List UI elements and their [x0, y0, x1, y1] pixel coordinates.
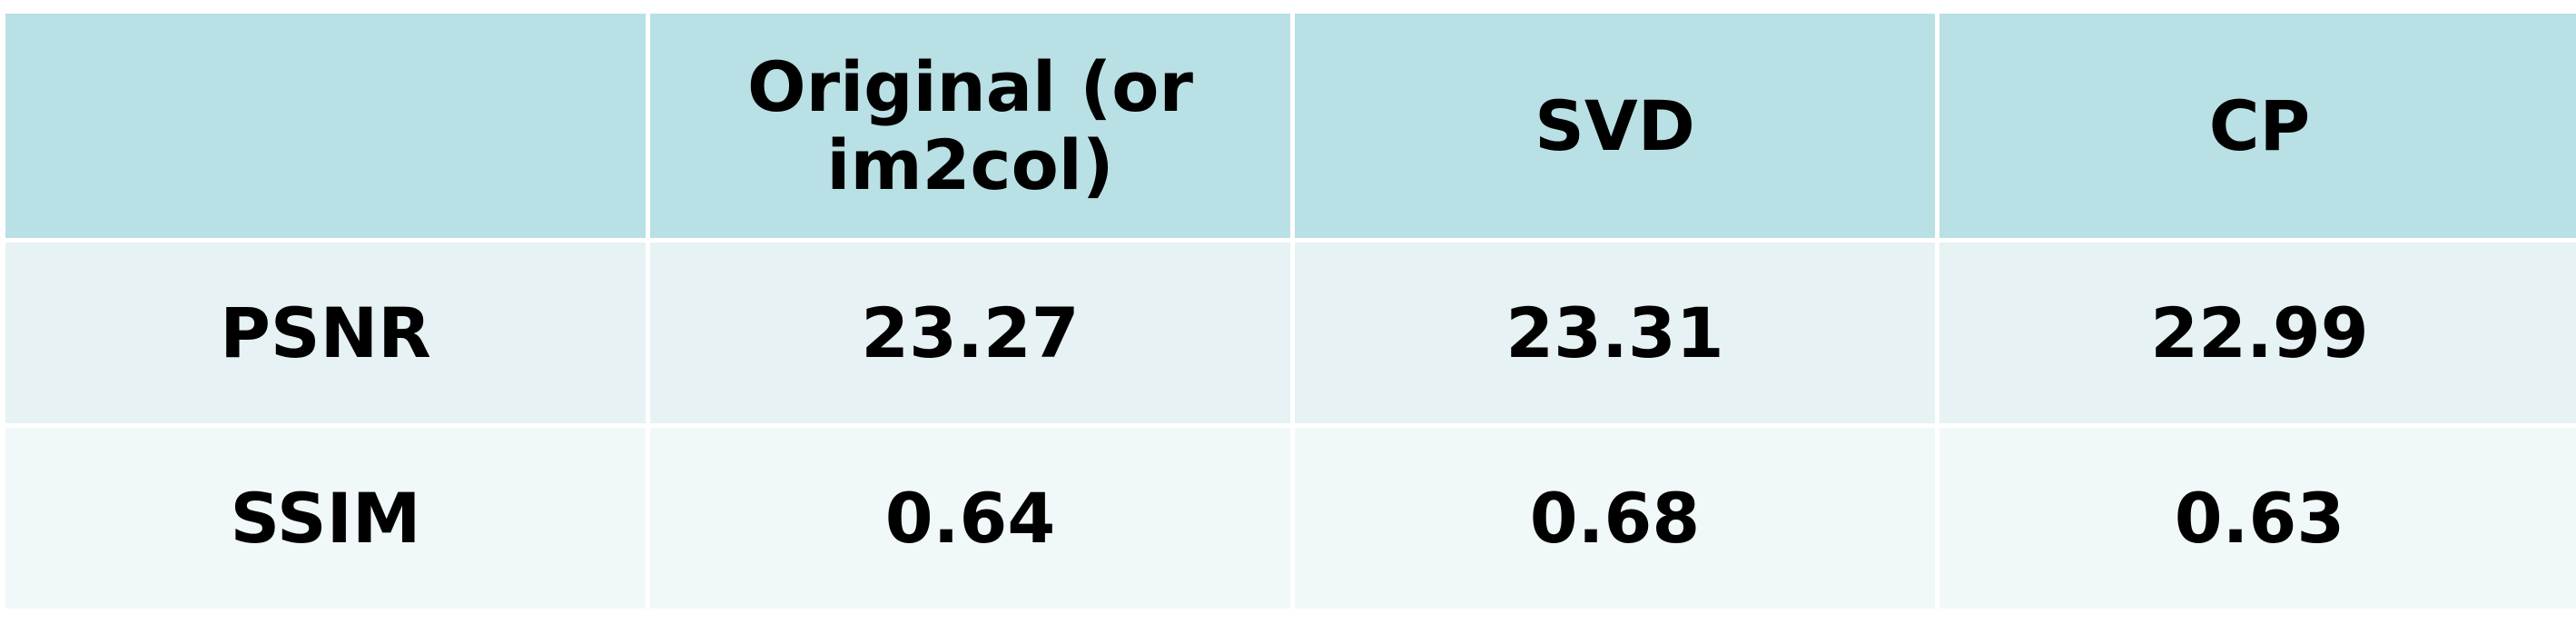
- ssim-original: 0.64: [650, 428, 1290, 609]
- header-original: Original (or im2col): [650, 14, 1290, 238]
- row-label-ssim: SSIM: [5, 428, 646, 609]
- header-empty-cell: [5, 14, 646, 238]
- header-cp: CP: [1939, 14, 2576, 238]
- row-label-psnr: PSNR: [5, 243, 646, 423]
- psnr-original: 23.27: [650, 243, 1290, 423]
- ssim-svd: 0.68: [1295, 428, 1935, 609]
- header-svd: SVD: [1295, 14, 1935, 238]
- comparison-table: Original (or im2col) SVD CP PSNR 23.27 2…: [5, 14, 2576, 613]
- psnr-svd: 23.31: [1295, 243, 1935, 423]
- psnr-cp: 22.99: [1939, 243, 2576, 423]
- ssim-cp: 0.63: [1939, 428, 2576, 609]
